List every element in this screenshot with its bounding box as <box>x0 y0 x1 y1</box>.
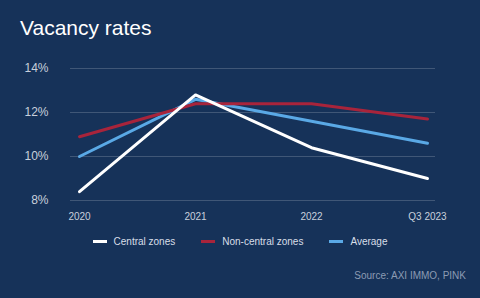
svg-text:2022: 2022 <box>300 211 323 222</box>
svg-text:14%: 14% <box>24 61 48 75</box>
svg-text:10%: 10% <box>24 149 48 163</box>
svg-text:Q3 2023: Q3 2023 <box>408 211 447 222</box>
html-text:Average: Average <box>350 236 388 247</box>
html-text:Central zones: Central zones <box>113 236 176 247</box>
svg-text:2020: 2020 <box>68 211 91 222</box>
svg-text:2021: 2021 <box>184 211 207 222</box>
html-text:Vacancy rates: Vacancy rates <box>20 16 152 39</box>
html-text:Non-central zones: Non-central zones <box>222 236 304 247</box>
svg-text:8%: 8% <box>31 193 49 207</box>
svg-text:12%: 12% <box>24 105 48 119</box>
html-text:Source: AXI IMMO, PINK: Source: AXI IMMO, PINK <box>354 270 466 281</box>
